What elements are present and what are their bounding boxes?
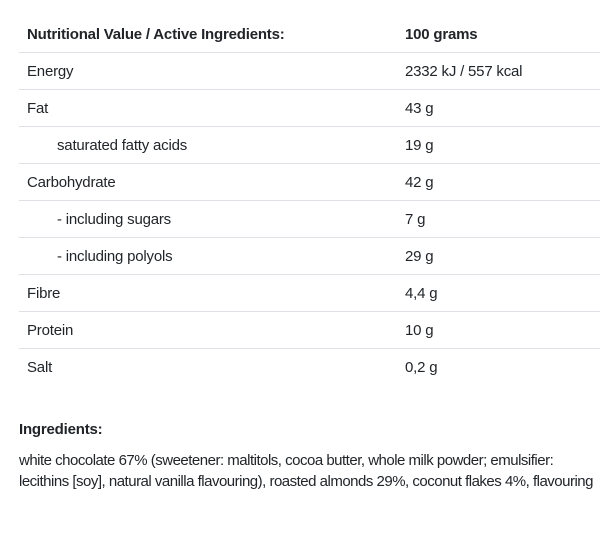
- ingredients-text: white chocolate 67% (sweetener: maltitol…: [19, 452, 594, 490]
- nutrition-panel: Nutritional Value / Active Ingredients: …: [19, 16, 600, 492]
- row-label: Energy: [27, 62, 74, 80]
- table-row: Energy 2332 kJ / 557 kcal: [19, 53, 600, 90]
- row-label: Protein: [27, 321, 74, 339]
- row-value: 7 g: [405, 210, 426, 228]
- row-value: 2332 kJ / 557 kcal: [405, 62, 523, 80]
- row-label: Salt: [27, 359, 53, 376]
- table-row: Salt 0,2 g: [19, 349, 600, 386]
- row-value: 4,4 g: [405, 284, 438, 302]
- table-row: - including sugars 7 g: [19, 201, 600, 238]
- row-value: 43 g: [405, 99, 434, 117]
- nutrition-table: Nutritional Value / Active Ingredients: …: [19, 16, 600, 386]
- row-label: saturated fatty acids: [57, 136, 188, 154]
- table-header-amount: 100 grams: [405, 25, 478, 43]
- table-header-row: Nutritional Value / Active Ingredients: …: [19, 16, 600, 53]
- table-row: Carbohydrate 42 g: [19, 164, 600, 201]
- row-value: 10 g: [405, 321, 434, 339]
- table-rows: Energy 2332 kJ / 557 kcal Fat 43 g satur…: [19, 53, 600, 386]
- table-row: Fibre 4,4 g: [19, 275, 600, 312]
- ingredients-heading: Ingredients:: [19, 421, 103, 438]
- table-row: - including polyols 29 g: [19, 238, 600, 275]
- row-value: 29 g: [405, 247, 434, 265]
- table-row: saturated fatty acids 19 g: [19, 127, 600, 164]
- row-label: - including sugars: [57, 210, 171, 228]
- row-value: 42 g: [405, 173, 434, 191]
- row-label: - including polyols: [57, 247, 173, 265]
- row-value: 0,2 g: [405, 359, 438, 376]
- row-label: Carbohydrate: [27, 173, 116, 191]
- table-header-label: Nutritional Value / Active Ingredients:: [27, 25, 285, 43]
- row-value: 19 g: [405, 136, 434, 154]
- row-label: Fat: [27, 99, 49, 117]
- ingredients-section: Ingredients: white chocolate 67% (sweete…: [19, 422, 600, 492]
- table-row: Fat 43 g: [19, 90, 600, 127]
- row-label: Fibre: [27, 284, 61, 302]
- table-row: Protein 10 g: [19, 312, 600, 349]
